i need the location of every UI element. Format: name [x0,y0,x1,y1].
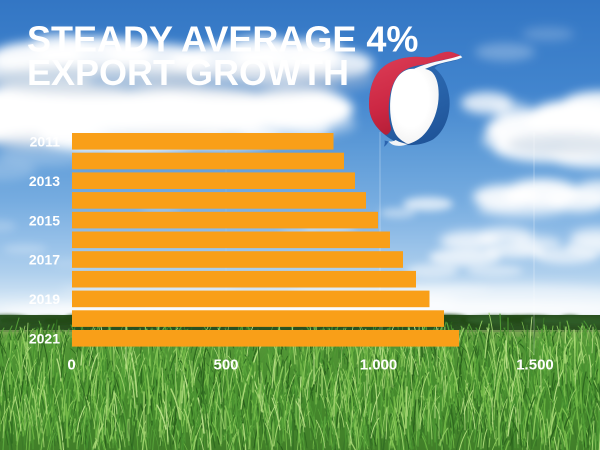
svg-text:1.500: 1.500 [516,357,554,374]
svg-text:2019: 2019 [29,291,60,307]
svg-text:1.000: 1.000 [360,357,398,374]
svg-text:0: 0 [67,357,75,374]
svg-text:EXPORT GROWTH: EXPORT GROWTH [27,52,349,93]
svg-text:2017: 2017 [29,252,60,268]
svg-text:500: 500 [213,357,238,374]
svg-text:2015: 2015 [29,212,60,228]
svg-text:2011: 2011 [30,134,61,150]
svg-text:STEADY AVERAGE 4%: STEADY AVERAGE 4% [27,19,418,60]
svg-text:2021: 2021 [29,331,60,347]
svg-text:2013: 2013 [29,173,60,189]
